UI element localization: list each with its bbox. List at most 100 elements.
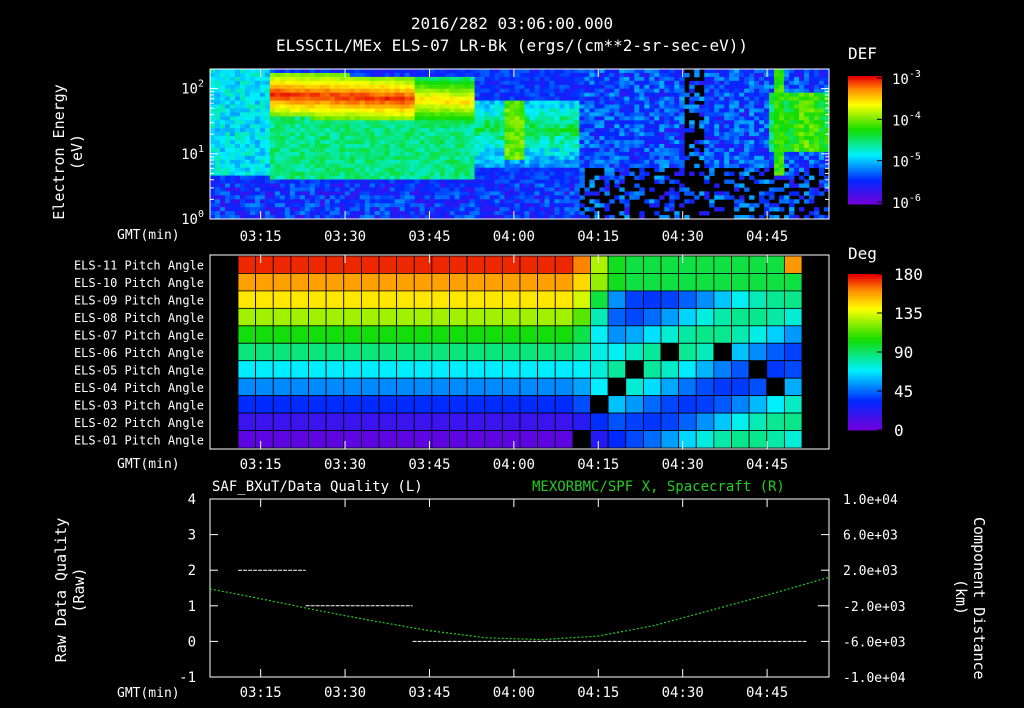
- deg-colorbar-cell: [848, 361, 882, 365]
- def-colorbar-cell: [848, 146, 882, 149]
- def-colorbar-cell: [848, 112, 882, 115]
- def-colorbar-cell: [848, 138, 882, 141]
- deg-colorbar-cell: [848, 422, 882, 426]
- deg-colorbar-cell: [848, 295, 882, 299]
- deg-colorbar-cell: [848, 320, 882, 324]
- deg-colorbar-cell: [848, 342, 882, 346]
- energy-spectrogram: [210, 69, 830, 220]
- deg-colorbar-cell: [848, 288, 882, 292]
- pitch-row-label: ELS-08 Pitch Angle: [74, 311, 204, 325]
- dq-xtick-label: 03:45: [408, 685, 450, 701]
- def-colorbar-cell: [848, 82, 882, 85]
- def-colorbar-cell: [848, 88, 882, 91]
- energy-xtick-label: 03:30: [324, 229, 366, 245]
- deg-colorbar-tick-label: 90: [894, 343, 913, 362]
- deg-colorbar-cell: [848, 398, 882, 402]
- deg-colorbar-cell: [848, 313, 882, 316]
- def-colorbar-cell: [848, 116, 882, 119]
- def-colorbar-cell: [848, 202, 882, 205]
- def-colorbar-cell: [848, 104, 882, 107]
- deg-colorbar-tick-label: 0: [894, 421, 904, 440]
- def-colorbar-cell: [848, 182, 882, 185]
- def-colorbar-cell: [848, 164, 882, 167]
- dq-ytick-label: 3: [188, 528, 196, 544]
- dq-xtick-label: 03:30: [324, 685, 366, 701]
- gmt-label-2: GMT(min): [117, 457, 180, 472]
- dq-frame: [209, 498, 830, 678]
- def-colorbar-cell: [848, 80, 882, 83]
- pitch-row-label: ELS-07 Pitch Angle: [74, 329, 204, 343]
- distance-ytick-label: 2.0e+03: [843, 564, 898, 579]
- def-colorbar-cell: [848, 98, 882, 101]
- deg-colorbar-cell: [848, 300, 882, 304]
- pitch-row-label: ELS-11 Pitch Angle: [74, 259, 204, 273]
- deg-colorbar-cell: [848, 364, 882, 368]
- energy-xtick-label: 04:45: [746, 229, 788, 245]
- def-colorbar-cell: [848, 90, 882, 93]
- deg-colorbar-cell: [848, 286, 882, 290]
- deg-colorbar-cell: [848, 274, 882, 277]
- def-colorbar-cell: [848, 86, 882, 89]
- def-colorbar-cell: [848, 166, 882, 169]
- def-colorbar-cell: [848, 160, 882, 163]
- deg-colorbar-cell: [848, 417, 882, 421]
- deg-colorbar-cell: [848, 354, 882, 358]
- def-colorbar-cell: [848, 150, 882, 153]
- deg-colorbar-cell: [848, 383, 882, 387]
- pitch-row-label: ELS-03 Pitch Angle: [74, 398, 204, 412]
- distance-ytick-label: -1.0e+04: [843, 671, 906, 686]
- def-colorbar-cell: [848, 156, 882, 159]
- deg-colorbar-cell: [848, 293, 882, 297]
- def-colorbar-cell: [848, 128, 882, 131]
- deg-colorbar-label: Deg: [848, 244, 877, 263]
- deg-colorbar-cell: [848, 334, 882, 338]
- deg-colorbar-cell: [848, 373, 882, 377]
- def-colorbar-cell: [848, 172, 882, 175]
- pitch-xtick-label: 04:00: [493, 457, 535, 473]
- dq-xtick-label: 04:30: [662, 685, 704, 701]
- energy-xtick-label: 04:30: [662, 229, 704, 245]
- distance-ytick-label: -6.0e+03: [843, 635, 906, 650]
- deg-colorbar-cell: [848, 376, 882, 380]
- pitch-xtick-label: 04:30: [662, 457, 704, 473]
- def-colorbar-label: DEF: [848, 44, 877, 63]
- deg-colorbar-cell: [848, 405, 882, 409]
- def-colorbar-cell: [848, 132, 882, 135]
- pitch-row-label: ELS-06 Pitch Angle: [74, 346, 204, 360]
- def-colorbar-cell: [848, 176, 882, 179]
- deg-colorbar-cell: [848, 322, 882, 326]
- def-colorbar-cell: [848, 170, 882, 173]
- deg-colorbar-cell: [848, 337, 882, 341]
- def-colorbar-cell: [848, 126, 882, 129]
- deg-colorbar-cell: [848, 356, 882, 360]
- def-colorbar-cell: [848, 124, 882, 127]
- deg-colorbar-cell: [848, 381, 882, 385]
- def-colorbar-cell: [848, 100, 882, 103]
- def-colorbar-cell: [848, 76, 882, 79]
- gmt-label-1: GMT(min): [117, 228, 180, 243]
- deg-colorbar-cell: [848, 281, 882, 285]
- def-colorbar-cell: [848, 158, 882, 161]
- deg-colorbar-cell: [848, 330, 882, 333]
- def-colorbar-cell: [848, 118, 882, 121]
- def-colorbar-cell: [848, 108, 882, 111]
- def-colorbar-cell: [848, 130, 882, 133]
- dq-ylabel: Raw Data Quality (Raw): [52, 517, 88, 663]
- dq-xtick-label: 04:15: [577, 685, 619, 701]
- def-colorbar-cell: [848, 78, 882, 81]
- deg-colorbar-cell: [848, 278, 882, 282]
- deg-colorbar-cell: [848, 303, 882, 307]
- deg-colorbar-cell: [848, 308, 882, 312]
- deg-colorbar-cell: [848, 400, 882, 404]
- def-colorbar-tick-label: 10-5: [892, 152, 921, 171]
- deg-colorbar-cell: [848, 415, 882, 419]
- deg-colorbar-cell: [848, 298, 882, 302]
- deg-colorbar-cell: [848, 420, 882, 424]
- deg-colorbar-tick-label: 135: [894, 304, 923, 323]
- dq-ytick-label: 2: [188, 563, 196, 579]
- deg-colorbar-cell: [848, 388, 882, 392]
- def-colorbar-cell: [848, 174, 882, 177]
- deg-colorbar-cell: [848, 305, 882, 309]
- def-colorbar-cell: [848, 122, 882, 125]
